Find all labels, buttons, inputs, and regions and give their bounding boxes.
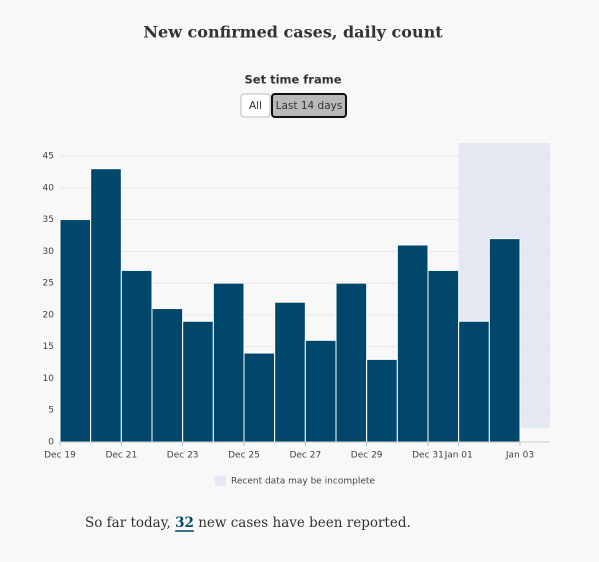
bar <box>120 269 153 443</box>
bar <box>212 282 245 443</box>
bar <box>366 358 398 443</box>
y-tick-label: 35 <box>43 215 54 225</box>
y-tick-label: 45 <box>43 152 54 162</box>
bar <box>59 219 92 443</box>
time-frame-button[interactable] <box>240 93 271 118</box>
y-tick-label: 40 <box>43 183 55 193</box>
bar <box>151 308 184 443</box>
legend-swatch <box>215 476 226 486</box>
footer: So far today, 32 new cases have been rep… <box>85 515 411 531</box>
x-tick-label: Dec 29 <box>351 451 383 461</box>
x-tick-label: Dec 31 <box>412 451 444 461</box>
x-tick-label: Dec 19 <box>44 451 76 461</box>
legend-label: Recent data may be incomplete <box>231 477 375 487</box>
time-frame-button[interactable] <box>271 93 347 118</box>
y-tick-label: 25 <box>43 279 54 289</box>
y-tick-label: 10 <box>43 374 55 384</box>
bar <box>90 168 122 443</box>
y-tick-label: 20 <box>43 310 55 320</box>
footer-count: 32 <box>175 515 194 531</box>
bar <box>458 320 490 443</box>
plot: 0 5 10 15 20 25 30 35 40 45 Dec 19 Dec 21 Dec 23 Dec … <box>43 143 550 487</box>
button-group: All Last 14 days <box>240 93 347 118</box>
bar <box>274 301 306 443</box>
x-tick-label: Dec 27 <box>289 451 321 461</box>
footer-after: new cases have been reported. <box>198 515 411 531</box>
x-tick-label: Jan 01 <box>444 451 473 461</box>
x-tick-label: Dec 21 <box>105 451 137 461</box>
bar <box>396 244 429 443</box>
footer-before: So far today, <box>85 515 171 531</box>
button-label[interactable]: Last 14 days <box>276 100 343 112</box>
y-tick-label: 30 <box>43 247 55 257</box>
y-tick-label: 15 <box>43 342 54 352</box>
bar <box>427 269 460 443</box>
x-tick-label: Dec 23 <box>167 451 199 461</box>
bar <box>243 352 276 443</box>
y-tick-label: 5 <box>48 406 54 416</box>
bar <box>335 282 368 443</box>
bar <box>182 320 214 443</box>
bar <box>304 339 337 443</box>
x-tick-label: Dec 25 <box>228 451 260 461</box>
time-frame-label: Set time frame <box>244 73 341 87</box>
chart-title: New confirmed cases, daily count <box>143 23 443 42</box>
bar <box>488 238 521 443</box>
button-label[interactable]: All <box>249 100 262 112</box>
y-tick-label: 0 <box>48 438 54 448</box>
x-tick-label: Jan 03 <box>505 451 534 461</box>
